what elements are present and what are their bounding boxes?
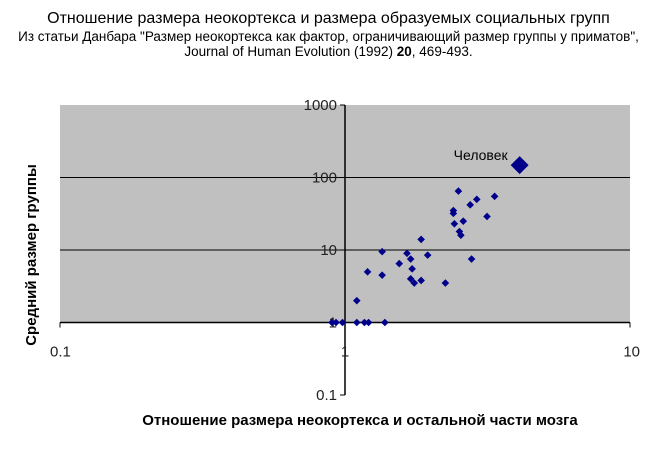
x-tick-label: 0.1 xyxy=(50,344,71,361)
data-point xyxy=(406,275,415,283)
data-point xyxy=(381,318,389,327)
data-point xyxy=(454,187,463,195)
data-point xyxy=(332,318,340,327)
data-point xyxy=(457,231,465,240)
chart-title: Отношение размера неокортекса и размера … xyxy=(47,10,610,27)
data-point xyxy=(352,296,361,305)
subtitle-pages: , 469-493. xyxy=(411,44,473,59)
human-data-point xyxy=(510,156,529,175)
data-point xyxy=(403,249,411,258)
title-block: Отношение размера неокортекса и размера … xyxy=(0,10,657,59)
data-point xyxy=(449,209,458,218)
data-point xyxy=(360,318,369,327)
data-point xyxy=(363,268,372,276)
y-tick-label: 0.1 xyxy=(316,387,337,404)
data-point xyxy=(328,318,336,327)
x-tick-label: 10 xyxy=(623,344,640,361)
data-point xyxy=(423,251,432,259)
data-point xyxy=(364,318,373,327)
y-tick-label: 1000 xyxy=(304,97,337,114)
data-point xyxy=(395,259,404,268)
data-point xyxy=(490,192,499,201)
data-point xyxy=(338,318,347,327)
data-point xyxy=(472,195,481,204)
data-point xyxy=(466,201,475,209)
data-point xyxy=(352,318,361,327)
data-point xyxy=(417,235,425,244)
y-axis-label: Средний размер группы xyxy=(23,164,40,346)
data-point xyxy=(483,212,491,221)
subtitle-text: Из статьи Данбара "Размер неокортекса ка… xyxy=(18,29,639,59)
human-point-label: Человек xyxy=(454,147,509,163)
x-axis-label: Отношение размера неокортекса и остально… xyxy=(142,412,578,429)
data-point xyxy=(417,276,425,285)
data-point xyxy=(410,279,419,287)
data-point xyxy=(450,219,459,228)
subtitle-volume: 20 xyxy=(396,44,412,59)
data-point xyxy=(406,255,415,263)
data-point xyxy=(455,227,464,236)
data-point xyxy=(378,271,386,279)
y-tick-label: 10 xyxy=(320,242,337,259)
x-tick-label: 1 xyxy=(341,344,349,361)
data-point xyxy=(467,255,476,263)
y-tick-label: 100 xyxy=(312,170,337,187)
data-point xyxy=(441,279,450,287)
data-point xyxy=(459,217,468,225)
data-point xyxy=(408,265,416,273)
data-point xyxy=(378,247,386,256)
data-points: Человек xyxy=(328,147,529,327)
chart-subtitle: Из статьи Данбара "Размер неокортекса ка… xyxy=(0,29,657,59)
